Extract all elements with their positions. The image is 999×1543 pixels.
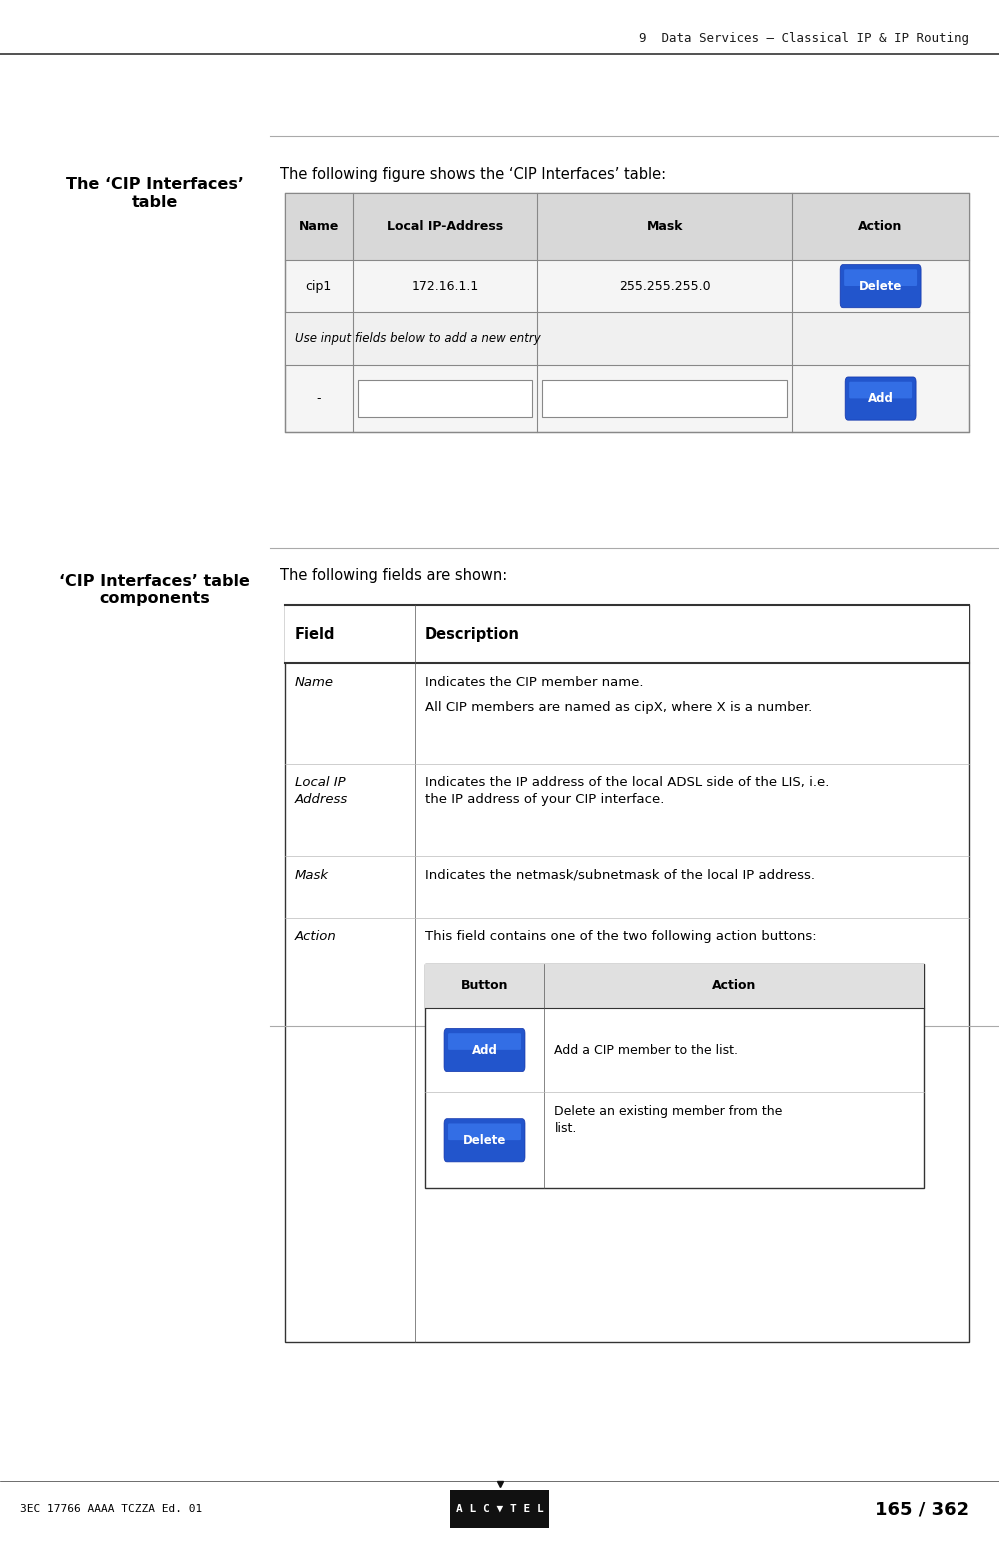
Bar [285, 312, 969, 366]
Bar [285, 605, 969, 663]
Bar [542, 380, 787, 417]
Bar [358, 380, 532, 417]
Text: Add: Add [868, 392, 893, 406]
Text: Delete an existing member from the
list.: Delete an existing member from the list. [554, 1105, 783, 1134]
Text: Delete: Delete [859, 279, 902, 293]
Text: -: - [317, 392, 321, 406]
Text: Name: Name [299, 219, 339, 233]
Text: 165 / 362: 165 / 362 [875, 1500, 969, 1518]
Text: Field: Field [295, 626, 336, 642]
Text: Local IP-Address: Local IP-Address [387, 219, 503, 233]
Bar [425, 964, 924, 1008]
FancyBboxPatch shape [845, 376, 916, 420]
Text: Name: Name [295, 676, 334, 688]
Text: Mask: Mask [646, 219, 683, 233]
Bar [425, 964, 924, 1188]
FancyBboxPatch shape [844, 270, 917, 285]
Text: Local IP
Address: Local IP Address [295, 776, 348, 805]
Text: Action: Action [858, 219, 903, 233]
FancyBboxPatch shape [444, 1029, 525, 1072]
Bar [285, 605, 969, 1342]
Bar [450, 1491, 549, 1528]
Text: All CIP members are named as cipX, where X is a number.: All CIP members are named as cipX, where… [425, 701, 812, 713]
Text: Action: Action [712, 980, 756, 992]
FancyBboxPatch shape [448, 1034, 521, 1049]
Text: 172.16.1.1: 172.16.1.1 [412, 279, 479, 293]
FancyBboxPatch shape [444, 1119, 525, 1162]
Text: Add: Add [472, 1043, 498, 1057]
Text: Button: Button [461, 980, 508, 992]
Text: Mask: Mask [295, 869, 329, 881]
Text: Delete: Delete [463, 1134, 506, 1146]
Text: 255.255.255.0: 255.255.255.0 [619, 279, 710, 293]
Text: A L C ▼ T E L: A L C ▼ T E L [456, 1504, 543, 1514]
Text: ‘CIP Interfaces’ table
components: ‘CIP Interfaces’ table components [59, 574, 251, 606]
Text: This field contains one of the two following action buttons:: This field contains one of the two follo… [425, 930, 816, 943]
Text: The following fields are shown:: The following fields are shown: [280, 568, 506, 583]
Text: 3EC 17766 AAAA TCZZA Ed. 01: 3EC 17766 AAAA TCZZA Ed. 01 [20, 1504, 202, 1514]
Text: Indicates the CIP member name.: Indicates the CIP member name. [425, 676, 643, 688]
Text: The following figure shows the ‘CIP Interfaces’ table:: The following figure shows the ‘CIP Inte… [280, 167, 666, 182]
Text: Use input fields below to add a new entry: Use input fields below to add a new entr… [295, 332, 540, 346]
Text: Action: Action [295, 930, 337, 943]
FancyBboxPatch shape [849, 381, 912, 398]
Bar [285, 193, 969, 432]
Text: cip1: cip1 [306, 279, 332, 293]
Text: Indicates the IP address of the local ADSL side of the LIS, i.e.
the IP address : Indicates the IP address of the local AD… [425, 776, 829, 805]
Bar [285, 193, 969, 259]
FancyBboxPatch shape [840, 264, 921, 307]
Text: Indicates the netmask/subnetmask of the local IP address.: Indicates the netmask/subnetmask of the … [425, 869, 814, 881]
Text: The ‘CIP Interfaces’
table: The ‘CIP Interfaces’ table [66, 177, 244, 210]
Text: Description: Description [425, 626, 519, 642]
Text: 9  Data Services – Classical IP & IP Routing: 9 Data Services – Classical IP & IP Rout… [639, 32, 969, 45]
FancyBboxPatch shape [448, 1123, 521, 1140]
Text: Add a CIP member to the list.: Add a CIP member to the list. [554, 1043, 738, 1057]
